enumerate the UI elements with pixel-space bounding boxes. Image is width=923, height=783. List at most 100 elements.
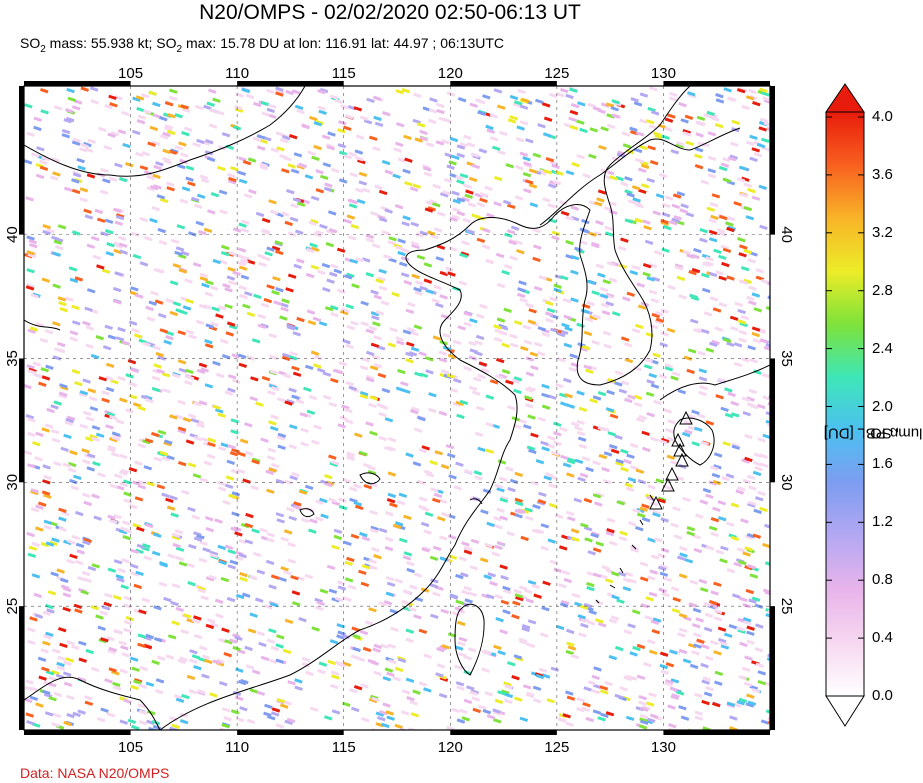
so2-pixel xyxy=(377,276,386,282)
so2-pixel xyxy=(386,581,396,587)
so2-pixel xyxy=(266,488,275,494)
so2-pixel xyxy=(330,167,340,174)
so2-pixel xyxy=(305,670,314,677)
so2-pixel xyxy=(317,668,326,675)
so2-pixel xyxy=(598,144,607,151)
so2-pixel xyxy=(560,454,569,461)
so2-pixel xyxy=(289,216,299,223)
so2-pixel xyxy=(280,306,289,312)
so2-pixel xyxy=(115,214,125,221)
so2-pixel xyxy=(748,485,757,491)
volcano-marker xyxy=(671,432,685,447)
so2-pixel xyxy=(541,404,551,410)
so2-pixel xyxy=(385,576,395,582)
lon-tick-label-bottom: 130 xyxy=(651,739,676,756)
so2-pixel xyxy=(757,437,766,443)
so2-pixel xyxy=(673,215,683,221)
lon-tick-label-top: 130 xyxy=(651,65,676,82)
so2-pixel xyxy=(629,126,638,132)
so2-pixel xyxy=(221,627,230,633)
so2-pixel xyxy=(159,116,168,122)
so2-pixel xyxy=(333,528,343,535)
so2-pixel xyxy=(455,681,465,687)
so2-pixel xyxy=(424,511,434,517)
so2-pixel xyxy=(67,461,77,468)
so2-pixel xyxy=(630,547,640,553)
so2-pixel xyxy=(765,306,770,312)
so2-pixel xyxy=(455,599,464,605)
so2-pixel xyxy=(181,131,190,137)
so2-pixel xyxy=(397,250,406,257)
frame-bar-right xyxy=(770,358,775,483)
so2-pixel xyxy=(83,500,92,507)
so2-pixel xyxy=(522,324,532,331)
so2-pixel xyxy=(315,499,324,505)
so2-pixel xyxy=(256,690,266,696)
so2-pixel xyxy=(519,297,528,304)
so2-pixel xyxy=(414,290,424,297)
so2-pixel xyxy=(360,300,369,307)
so2-pixel xyxy=(696,413,706,419)
so2-pixel xyxy=(201,673,210,679)
so2-pixel xyxy=(125,373,134,379)
so2-pixel xyxy=(597,189,607,195)
so2-pixel xyxy=(153,456,163,462)
so2-pixel xyxy=(716,228,726,234)
so2-pixel xyxy=(294,685,303,691)
so2-pixel xyxy=(165,654,175,660)
so2-pixel xyxy=(460,572,469,578)
so2-pixel xyxy=(151,375,161,382)
so2-pixel xyxy=(256,630,266,637)
so2-pixel xyxy=(692,607,702,614)
so2-pixel xyxy=(284,719,293,726)
so2-pixel xyxy=(738,337,747,343)
so2-pixel xyxy=(640,163,650,170)
so2-pixel xyxy=(563,314,573,320)
so2-pixel xyxy=(182,417,192,423)
so2-pixel xyxy=(151,659,160,666)
so2-pixel xyxy=(637,167,647,173)
so2-pixel xyxy=(66,415,76,421)
so2-pixel xyxy=(546,443,556,449)
so2-pixel xyxy=(288,387,297,393)
so2-pixel xyxy=(691,441,701,447)
so2-pixel xyxy=(232,645,241,652)
so2-pixel xyxy=(667,704,676,710)
so2-pixel xyxy=(235,667,244,673)
so2-pixel xyxy=(318,661,328,667)
so2-pixel xyxy=(715,394,724,400)
so2-pixel xyxy=(736,547,746,553)
so2-pixel xyxy=(241,87,251,94)
so2-pixel xyxy=(751,326,761,332)
colorbar-tick-label: 4.0 xyxy=(872,108,893,125)
so2-pixel xyxy=(363,119,373,125)
so2-pixel xyxy=(328,588,338,594)
so2-pixel xyxy=(713,650,722,656)
so2-pixel xyxy=(170,238,180,245)
so2-pixel xyxy=(64,420,74,426)
so2-pixel xyxy=(151,206,161,212)
so2-pixel xyxy=(486,212,495,219)
so2-pixel xyxy=(442,190,451,196)
so2-pixel xyxy=(541,446,550,452)
so2-pixel xyxy=(306,309,316,315)
so2-pixel xyxy=(593,231,603,237)
so2-pixel xyxy=(709,603,719,609)
so2-pixel xyxy=(664,366,674,372)
so2-pixel xyxy=(452,198,462,205)
so2-pixel xyxy=(71,178,80,184)
so2-pixel xyxy=(592,572,602,578)
so2-pixel xyxy=(197,229,207,236)
so2-pixel xyxy=(187,181,196,187)
so2-pixel xyxy=(592,709,602,715)
so2-pixel xyxy=(237,170,247,176)
so2-pixel xyxy=(597,716,606,722)
so2-pixel xyxy=(113,248,123,255)
so2-pixel xyxy=(47,682,57,688)
so2-pixel xyxy=(365,272,375,278)
so2-pixel xyxy=(523,161,532,167)
so2-pixel xyxy=(348,688,358,694)
so2-pixel xyxy=(706,110,716,117)
so2-pixel xyxy=(26,531,35,538)
so2-pixel xyxy=(244,422,253,428)
